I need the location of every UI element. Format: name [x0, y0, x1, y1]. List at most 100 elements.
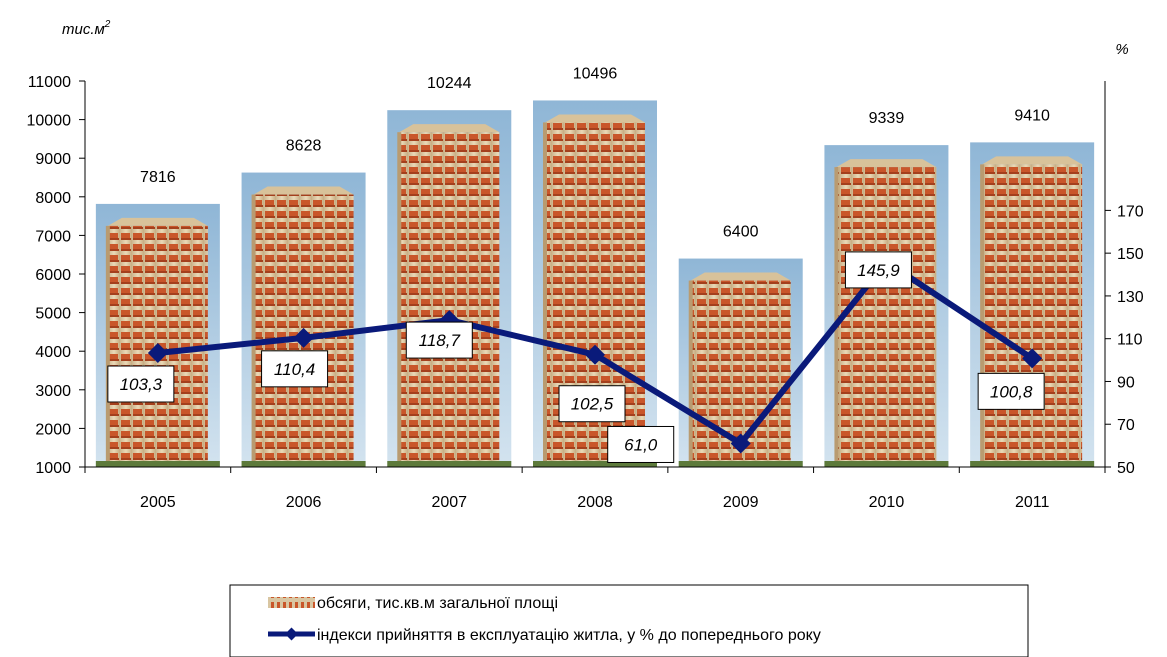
- index-label-box: [107, 365, 175, 403]
- bar-2009: [678, 258, 803, 467]
- bar-roof: [545, 114, 645, 123]
- index-label-box: [558, 385, 626, 423]
- bar-roof: [690, 272, 791, 281]
- bar-value-label: 9339: [869, 110, 905, 127]
- bar-ground: [95, 461, 220, 467]
- right-tick-label: 50: [1117, 460, 1135, 477]
- bar-building-edge: [251, 194, 256, 463]
- bar-value-label: 10244: [427, 75, 472, 92]
- right-tick-label: 90: [1117, 374, 1135, 391]
- index-label-text: 100,8: [990, 382, 1033, 401]
- bar-ground: [678, 461, 803, 467]
- index-label-2005: 103,3: [107, 365, 175, 403]
- bars-layer: [95, 100, 1095, 467]
- x-tick-label: 2007: [431, 494, 467, 511]
- legend-bar-swatch: [268, 597, 315, 608]
- index-point: [147, 343, 168, 364]
- legend: обсяги, тис.кв.м загальної площі індекси…: [229, 584, 1029, 657]
- index-label-text: 145,9: [857, 261, 900, 280]
- left-tick-label: 8000: [35, 190, 71, 207]
- legend-box: [229, 584, 1029, 657]
- bar-building: [399, 132, 500, 464]
- axes-layer: 1000 2000 3000 4000 5000 6000 7000 8000 9000 1000…: [27, 74, 1144, 511]
- right-tick-label: 110: [1117, 332, 1143, 349]
- left-axis-unit-superscript: 2: [104, 19, 111, 30]
- bar-roof: [982, 156, 1083, 165]
- x-tick-label: 2009: [723, 494, 759, 511]
- index-label-box: [261, 350, 329, 388]
- bar-roof: [399, 124, 500, 133]
- left-tick-label: 2000: [35, 421, 71, 438]
- left-tick-label: 7000: [35, 228, 71, 245]
- bar-ground: [387, 461, 512, 467]
- left-tick-label: 3000: [35, 383, 71, 400]
- bar-building-edge: [834, 167, 839, 463]
- bar-value-label: 6400: [723, 224, 759, 241]
- index-label-2006: 110,4: [261, 350, 329, 388]
- bar-building-edge: [980, 164, 985, 463]
- bar-ground: [241, 461, 366, 467]
- index-label-text: 118,7: [419, 331, 461, 350]
- index-point: [293, 327, 314, 348]
- bar-building: [690, 280, 791, 463]
- left-tick-label: 10000: [27, 113, 72, 130]
- index-label-box: [607, 425, 675, 463]
- index-label-2007: 118,7: [405, 321, 473, 359]
- bar-value-label: 8628: [286, 138, 322, 155]
- left-tick-label: 9000: [35, 151, 71, 168]
- bar-building-edge: [397, 132, 402, 464]
- right-tick-label: 130: [1117, 289, 1144, 306]
- bar-ground: [824, 461, 949, 467]
- bar-building-edge: [543, 122, 547, 463]
- bar-building: [836, 167, 937, 463]
- bar-2006: [241, 172, 366, 467]
- legend-bar-label: обсяги, тис.кв.м загальної площі: [317, 595, 558, 612]
- index-label-box: [405, 321, 473, 359]
- index-label-box: [844, 251, 912, 289]
- bar-2007: [387, 110, 512, 467]
- bar-value-label: 10496: [573, 65, 618, 82]
- left-tick-label: 4000: [35, 344, 71, 361]
- index-label-text: 102,5: [571, 395, 614, 414]
- bar-ground: [970, 461, 1095, 467]
- index-point: [1022, 348, 1043, 369]
- left-tick-label: 5000: [35, 306, 71, 323]
- left-tick-label: 11000: [28, 74, 71, 91]
- index-label-2011: 100,8: [977, 372, 1045, 410]
- right-tick-label: 150: [1117, 246, 1144, 263]
- legend-line-marker: [285, 627, 298, 641]
- bar-roof: [107, 217, 208, 226]
- bar-building-edge: [688, 280, 693, 463]
- x-tick-label: 2010: [869, 494, 905, 511]
- bar-value-label: 7816: [140, 169, 176, 186]
- bar-value-label: 9410: [1014, 107, 1050, 124]
- index-point: [585, 344, 605, 365]
- index-label-text: 110,4: [274, 360, 315, 379]
- right-tick-label: 170: [1117, 203, 1144, 220]
- index-label-2009: 61,0: [607, 425, 675, 463]
- left-tick-label: 1000: [35, 460, 71, 477]
- x-tick-label: 2008: [577, 494, 613, 511]
- x-tick-label: 2006: [286, 494, 322, 511]
- bar-2005: [95, 203, 220, 467]
- x-tick-label: 2011: [1015, 494, 1050, 511]
- left-axis-unit: тис.м2: [62, 19, 111, 38]
- data-labels-layer: 7816 8628 10244 10496 6400 9339 9410 103,3 110,4…: [107, 65, 1050, 463]
- bar-ground: [533, 461, 657, 467]
- bar-roof: [253, 186, 354, 195]
- bar-2010: [824, 145, 949, 467]
- index-point: [730, 433, 751, 454]
- x-tick-label: 2005: [140, 494, 176, 511]
- index-label-2010: 145,9: [844, 251, 912, 289]
- legend-line-label: індекси прийняття в експлуатацію житла, …: [317, 627, 821, 644]
- index-label-text: 61,0: [624, 435, 658, 454]
- bar-building: [982, 164, 1083, 463]
- index-label-box: [977, 372, 1045, 410]
- bar-roof: [836, 159, 937, 168]
- right-tick-label: 70: [1117, 417, 1135, 434]
- bar-building-edge: [105, 225, 110, 463]
- index-label-text: 103,3: [120, 375, 163, 394]
- left-tick-label: 6000: [35, 267, 71, 284]
- index-label-2008: 102,5: [558, 385, 626, 423]
